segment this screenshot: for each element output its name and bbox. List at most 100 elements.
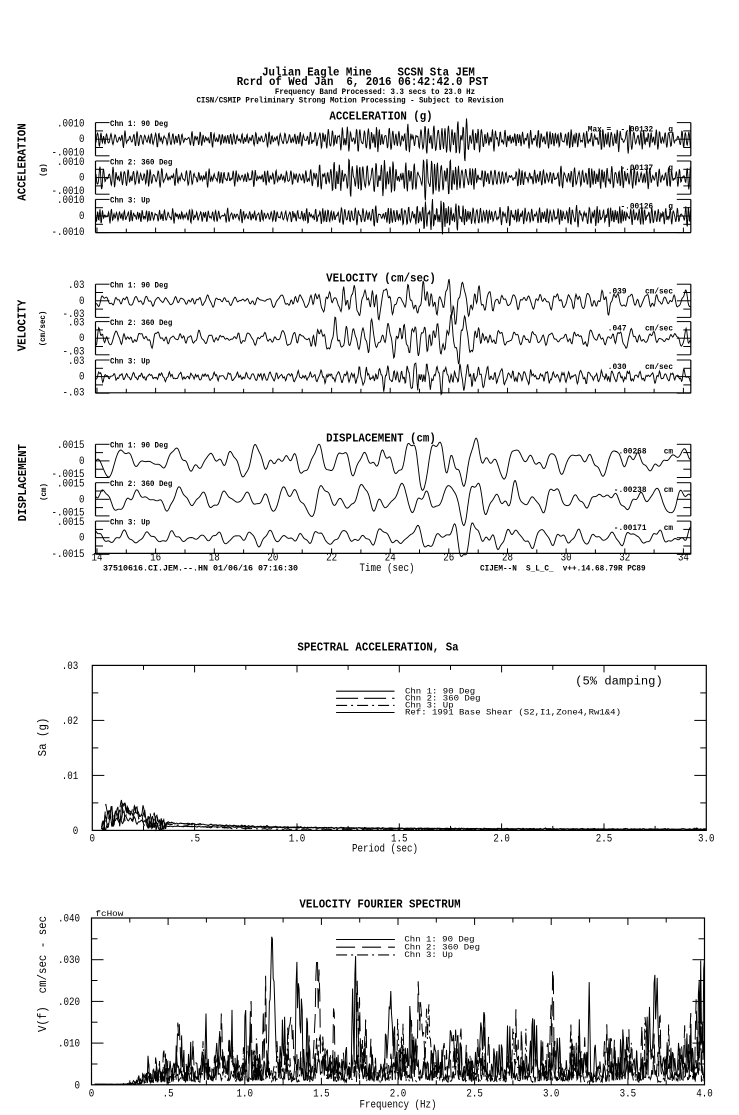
svg-text:0: 0 <box>79 533 85 545</box>
svg-text:3.5: 3.5 <box>620 1088 637 1100</box>
svg-text:Chn 1: 90 Deg: Chn 1: 90 Deg <box>110 119 168 129</box>
svg-text:Time (sec): Time (sec) <box>360 563 415 575</box>
svg-text:.5: .5 <box>163 1088 174 1100</box>
svg-text:0: 0 <box>79 372 85 384</box>
svg-text:26: 26 <box>443 552 454 564</box>
svg-text:.039: .039 <box>608 286 627 296</box>
svg-text:.0015: .0015 <box>57 479 85 491</box>
svg-text:Rcrd of Wed Jan 6, 2016 06:42: Rcrd of Wed Jan 6, 2016 06:42:42.0 PST <box>237 76 489 89</box>
svg-text:.040: .040 <box>58 914 80 926</box>
svg-text:22: 22 <box>326 552 337 564</box>
svg-text:Julian Eagle Mine SCSN Sta: Julian Eagle Mine SCSN Sta JEM <box>262 67 475 80</box>
svg-text:cm/sec: cm/sec <box>645 362 673 372</box>
svg-text:.0015: .0015 <box>57 440 85 452</box>
svg-text:1.0: 1.0 <box>237 1088 254 1100</box>
svg-text:Chn 1: 90 Deg: Chn 1: 90 Deg <box>110 281 168 291</box>
svg-text:.5: .5 <box>189 833 200 845</box>
svg-text:-.00126: -.00126 <box>621 202 654 212</box>
svg-text:.010: .010 <box>58 1039 80 1051</box>
svg-text:g: g <box>668 163 673 173</box>
svg-text:cm: cm <box>664 485 673 495</box>
svg-text:18: 18 <box>209 552 220 564</box>
svg-text:Chn 3: Up: Chn 3: Up <box>110 196 150 206</box>
svg-text:0: 0 <box>89 1088 95 1100</box>
svg-text:Chn 1: 90 Deg: Chn 1: 90 Deg <box>404 935 474 945</box>
svg-text:.0010: .0010 <box>57 195 85 207</box>
svg-text:2.0: 2.0 <box>390 1088 407 1100</box>
svg-text:0: 0 <box>79 134 85 146</box>
svg-text:Chn 2: 360 Deg: Chn 2: 360 Deg <box>404 942 480 952</box>
svg-text:-.03: -.03 <box>63 388 85 400</box>
svg-text:Chn 2: 360 Deg: Chn 2: 360 Deg <box>110 318 172 328</box>
svg-text:Frequency Band Processed: 3.3: Frequency Band Processed: 3.3 secs to 23… <box>275 87 475 97</box>
svg-text:Chn 1: 90 Deg: Chn 1: 90 Deg <box>110 441 168 451</box>
svg-text:.030: .030 <box>58 955 80 967</box>
svg-text:-.00171: -.00171 <box>614 523 647 533</box>
svg-text:DISPLACEMENT (cm): DISPLACEMENT (cm) <box>326 433 436 446</box>
svg-text:0: 0 <box>79 494 85 506</box>
svg-text:0: 0 <box>90 833 96 845</box>
svg-text:0: 0 <box>75 1080 81 1092</box>
svg-text:-.03: -.03 <box>63 346 85 358</box>
svg-text:.0010: .0010 <box>57 118 85 130</box>
svg-text:0: 0 <box>73 826 79 838</box>
svg-text:32: 32 <box>619 552 630 564</box>
svg-text:0: 0 <box>79 173 85 185</box>
svg-text:.03: .03 <box>68 356 85 368</box>
svg-text:-.00268: -.00268 <box>614 446 647 456</box>
svg-text:.047: .047 <box>608 324 627 334</box>
svg-text:.03: .03 <box>68 280 85 292</box>
svg-text:VELOCITY: VELOCITY <box>17 300 30 352</box>
svg-text:2.5: 2.5 <box>466 1088 483 1100</box>
svg-text:Sa (g): Sa (g) <box>37 718 50 757</box>
svg-text:-.0010: -.0010 <box>52 227 85 239</box>
svg-text:Ref: 1991 Base Shear (S2,I1,Zo: Ref: 1991 Base Shear (S2,I1,Zone4,Rw1&4) <box>405 708 621 718</box>
svg-text:-.0015: -.0015 <box>52 549 85 561</box>
svg-text:4.0: 4.0 <box>696 1088 713 1100</box>
svg-text:-.03: -.03 <box>63 309 85 321</box>
svg-text:.0015: .0015 <box>57 517 85 529</box>
svg-text:-.0010: -.0010 <box>52 186 85 198</box>
svg-text:g: g <box>668 125 673 135</box>
svg-text:0: 0 <box>79 296 85 308</box>
svg-text:30: 30 <box>561 552 572 564</box>
svg-text:24: 24 <box>385 552 396 564</box>
svg-text:CIJEM--N S_L_C_ v++.14.68.79: CIJEM--N S_L_C_ v++.14.68.79R PC89 <box>480 563 646 573</box>
svg-text:2.0: 2.0 <box>493 833 510 845</box>
svg-text:20: 20 <box>267 552 278 564</box>
svg-text:Chn 3: Up: Chn 3: Up <box>404 950 453 960</box>
svg-text:Chn 3: Up: Chn 3: Up <box>110 356 150 366</box>
svg-text:0: 0 <box>79 456 85 468</box>
svg-text:Period (sec): Period (sec) <box>352 844 418 856</box>
svg-text:SPECTRAL ACCELERATION, Sa: SPECTRAL ACCELERATION, Sa <box>297 642 458 655</box>
svg-text:Frequency (Hz): Frequency (Hz) <box>360 1100 437 1112</box>
svg-text:.03: .03 <box>62 661 79 673</box>
svg-text:VELOCITY (cm/sec): VELOCITY (cm/sec) <box>326 273 436 286</box>
svg-text:34: 34 <box>678 552 689 564</box>
svg-text:3.0: 3.0 <box>698 833 715 845</box>
svg-text:(5% damping): (5% damping) <box>575 676 663 689</box>
svg-text:.030: .030 <box>608 362 627 372</box>
svg-text:cm/sec: cm/sec <box>645 324 673 334</box>
svg-text:Chn 3: Up: Chn 3: Up <box>405 701 454 711</box>
svg-text:ACCELERATION: ACCELERATION <box>17 123 30 200</box>
svg-text:0: 0 <box>79 333 85 345</box>
svg-text:Chn 2: 360 Deg: Chn 2: 360 Deg <box>110 157 172 167</box>
svg-text:(cm/sec): (cm/sec) <box>38 311 48 347</box>
svg-text:.020: .020 <box>58 997 80 1009</box>
svg-text:.02: .02 <box>62 716 79 728</box>
svg-text:ACCELERATION (g): ACCELERATION (g) <box>329 111 432 124</box>
svg-text:Chn 2: 360 Deg: Chn 2: 360 Deg <box>405 694 481 704</box>
svg-text:cm: cm <box>664 446 673 456</box>
svg-text:.03: .03 <box>68 317 85 329</box>
svg-text:.0010: .0010 <box>57 157 85 169</box>
svg-text:Chn 1: 90 Deg: Chn 1: 90 Deg <box>405 686 475 696</box>
svg-text:cm: cm <box>664 523 673 533</box>
svg-text:-.0015: -.0015 <box>52 469 85 481</box>
svg-text:-.00238: -.00238 <box>614 485 647 495</box>
svg-text:cm/sec: cm/sec <box>645 286 673 296</box>
svg-text:V(f) cm/sec - sec: V(f) cm/sec - sec <box>37 916 50 1032</box>
svg-text:(g): (g) <box>39 163 49 176</box>
svg-text:CISN/CSMIP Preliminary Strong: CISN/CSMIP Preliminary Strong Motion Pro… <box>196 96 503 106</box>
svg-text:14: 14 <box>92 552 103 564</box>
